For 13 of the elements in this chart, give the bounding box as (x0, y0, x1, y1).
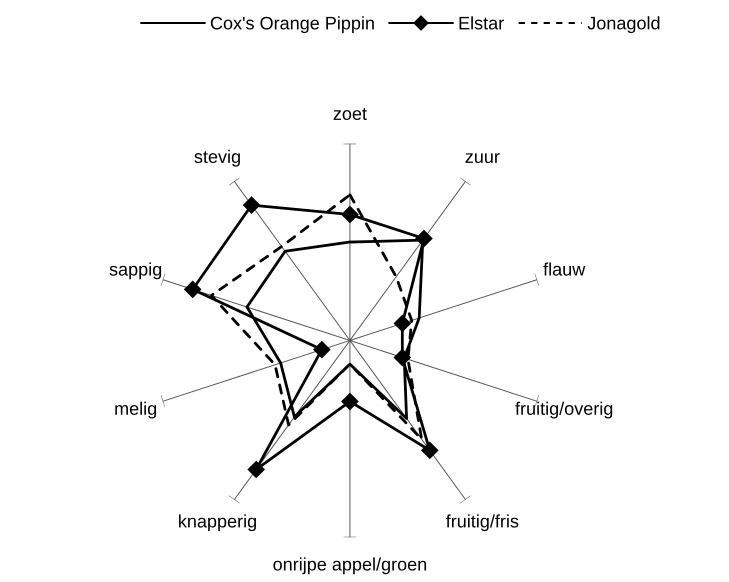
spoke-label: zuur (466, 153, 500, 164)
spoke-label: fruitig/fris (446, 514, 518, 532)
spoke-label: zoet (334, 108, 367, 120)
spoke-label: knapperig (179, 514, 256, 532)
spoke-label: stevig (194, 150, 240, 167)
spoke-label: flauw (543, 262, 586, 276)
legend-label: Jonagold (588, 16, 660, 34)
spoke-label: sappig (110, 262, 162, 280)
spoke-label: fruitig/overig (515, 402, 612, 419)
spoke-label: onrijpe appel/groen (273, 557, 426, 574)
spoke-label: melig (115, 402, 156, 419)
legend-label: Elstar (460, 16, 504, 30)
legend-label: Cox's Orange Pippin (210, 16, 374, 34)
